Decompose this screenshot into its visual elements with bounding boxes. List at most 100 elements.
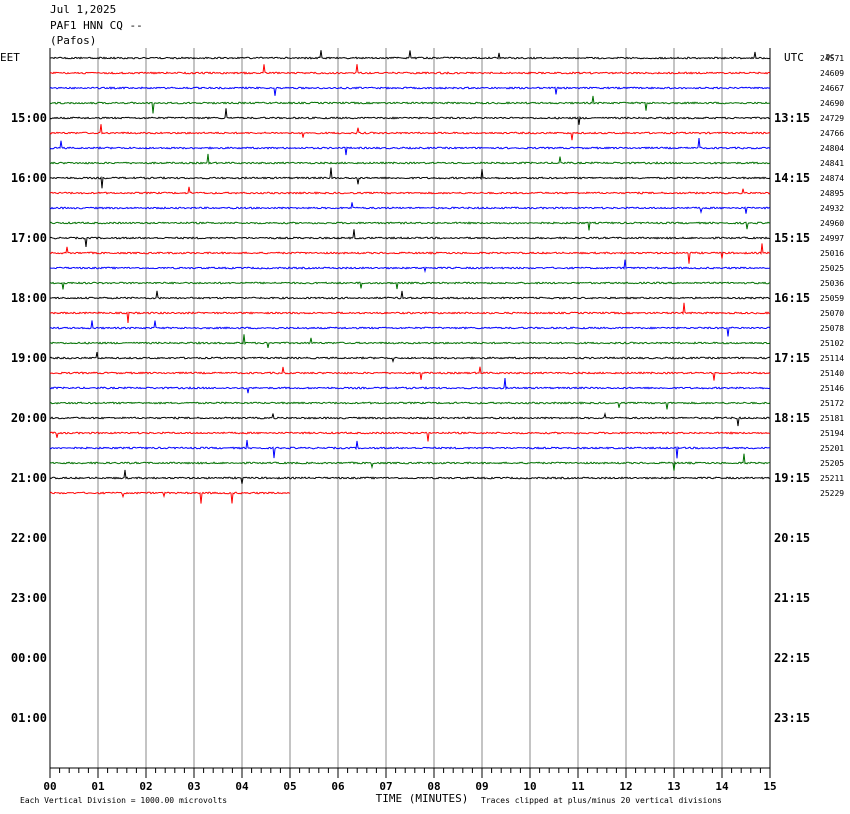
trace-count-label: 24895: [820, 189, 844, 198]
trace-count-label: 25025: [820, 264, 844, 273]
right-hour-label: 16:15: [774, 291, 810, 305]
trace-line: [49, 378, 771, 394]
trace-line: [49, 167, 771, 189]
trace-count-label: 25211: [820, 474, 844, 483]
trace-count-label: 24729: [820, 114, 844, 123]
x-tick-label: 14: [715, 780, 729, 793]
left-hour-label: 21:00: [11, 471, 47, 485]
trace-line: [49, 439, 771, 459]
trace-line: [49, 243, 771, 264]
x-tick-label: 08: [427, 780, 440, 793]
left-hour-label: 20:00: [11, 411, 47, 425]
x-tick-label: 10: [523, 780, 536, 793]
trace-line: [49, 411, 771, 427]
trace-line: [49, 124, 771, 141]
trace-count-label: 24997: [820, 234, 844, 243]
counts-label: DC: [826, 53, 834, 61]
x-tick-label: 15: [763, 780, 776, 793]
x-tick-label: 06: [331, 780, 345, 793]
right-hour-label: 20:15: [774, 531, 810, 545]
right-hour-label: 17:15: [774, 351, 810, 365]
left-hour-label: 00:00: [11, 651, 47, 665]
trace-line: [49, 431, 771, 442]
right-hour-label: 19:15: [774, 471, 810, 485]
trace-count-label: 25181: [820, 414, 844, 423]
trace-count-label: 25059: [820, 294, 844, 303]
x-tick-label: 01: [91, 780, 105, 793]
footer-scale-note: Each Vertical Division = 1000.00 microvo…: [20, 796, 227, 805]
x-tick-label: 13: [667, 780, 680, 793]
left-timezone-label: EET: [0, 51, 20, 64]
x-tick-label: 11: [571, 780, 585, 793]
x-tick-label: 02: [139, 780, 152, 793]
trace-count-label: 24932: [820, 204, 844, 213]
trace-count-label: 25229: [820, 489, 844, 498]
x-tick-label: 00: [43, 780, 56, 793]
trace-count-label: 25201: [820, 444, 844, 453]
trace-line: [49, 108, 771, 125]
trace-line: [49, 352, 771, 364]
trace-line: [49, 366, 771, 381]
trace-count-label: 25172: [820, 399, 844, 408]
trace-line: [49, 202, 771, 215]
footer-clip-note: Traces clipped at plus/minus 20 vertical…: [481, 796, 722, 805]
x-tick-label: 04: [235, 780, 249, 793]
left-hour-label: 16:00: [11, 171, 47, 185]
trace-count-label: 25194: [820, 429, 844, 438]
trace-line: [49, 153, 771, 165]
left-hour-label: 22:00: [11, 531, 47, 545]
trace-line: [49, 334, 771, 349]
trace-count-label: 24609: [820, 69, 844, 78]
trace-line: [49, 86, 771, 96]
trace-line: [49, 281, 771, 290]
trace-line: [49, 491, 291, 504]
left-hour-label: 01:00: [11, 711, 47, 725]
chart-date: Jul 1,2025: [50, 3, 117, 16]
trace-line: [49, 64, 771, 75]
right-hour-label: 23:15: [774, 711, 810, 725]
right-hour-label: 18:15: [774, 411, 810, 425]
x-tick-label: 03: [187, 780, 200, 793]
trace-count-label: 24874: [820, 174, 844, 183]
right-hour-label: 14:15: [774, 171, 810, 185]
trace-line: [49, 290, 771, 300]
minute-gridlines: [49, 48, 771, 778]
x-tick-label: 09: [475, 780, 488, 793]
right-hour-label: 15:15: [774, 231, 810, 245]
trace-line: [49, 50, 771, 60]
trace-count-label: 24841: [820, 159, 844, 168]
trace-count-label: 25102: [820, 339, 844, 348]
trace-count-label: 25036: [820, 279, 844, 288]
trace-count-label: 25114: [820, 354, 844, 363]
trace-count-label: 25146: [820, 384, 844, 393]
trace-count-label: 25070: [820, 309, 844, 318]
x-tick-label: 12: [619, 780, 632, 793]
trace-line: [49, 138, 771, 156]
trace-line: [49, 320, 771, 337]
left-hour-label: 19:00: [11, 351, 47, 365]
trace-line: [49, 229, 770, 247]
trace-line: [49, 95, 771, 114]
trace-count-label: 24667: [820, 84, 844, 93]
trace-count-label: 25140: [820, 369, 844, 378]
right-timezone-label: UTC: [784, 51, 804, 64]
left-hour-label: 17:00: [11, 231, 47, 245]
x-tick-label: 05: [283, 780, 296, 793]
axis-labels: 00 01 02 03 04 05 06 07 08 09 10 11 12 13 14 15 TIME (MI…: [0, 51, 844, 805]
trace-line: [49, 259, 771, 274]
trace-line: [49, 469, 771, 484]
x-axis-title: TIME (MINUTES): [376, 792, 469, 805]
left-hour-label: 15:00: [11, 111, 47, 125]
trace-count-label: 24960: [820, 219, 844, 228]
left-hour-label: 18:00: [11, 291, 47, 305]
trace-count-label: 24571: [820, 54, 844, 63]
right-hour-label: 13:15: [774, 111, 810, 125]
trace-line: [49, 401, 771, 410]
trace-count-label: 25205: [820, 459, 844, 468]
trace-count-label: 25016: [820, 249, 844, 258]
trace-count-label: 25078: [820, 324, 844, 333]
trace-count-label: 24690: [820, 99, 844, 108]
trace-line: [49, 186, 771, 195]
right-hour-label: 22:15: [774, 651, 810, 665]
